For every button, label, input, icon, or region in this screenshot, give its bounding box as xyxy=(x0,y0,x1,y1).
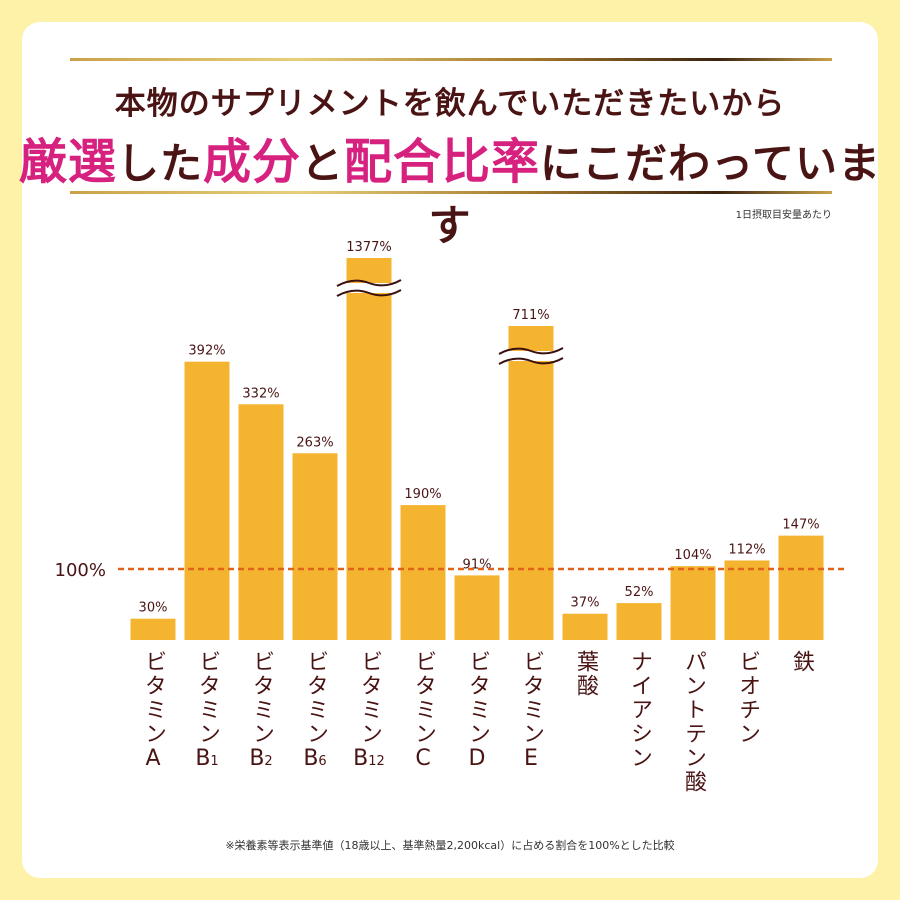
axis-break-line xyxy=(498,357,564,365)
category-name: パントテン酸 xyxy=(681,650,706,794)
category-name: ビオチン xyxy=(735,650,760,746)
value-label: 190% xyxy=(404,487,441,502)
category-label: ビタミン B1 xyxy=(180,650,234,770)
value-label: 392% xyxy=(188,344,225,359)
category-label: ビタミン E xyxy=(504,650,558,770)
bar xyxy=(508,326,554,640)
suffix-letter: E xyxy=(524,746,538,771)
category-label: ビタミン B12 xyxy=(342,650,396,770)
suffix-letter: B xyxy=(249,746,265,771)
category-name: ビタミン xyxy=(411,650,436,746)
headline-text: にこだわっています xyxy=(428,139,882,250)
headline-line2: 厳選した成分と配合比率にこだわっています xyxy=(0,122,900,253)
bar xyxy=(616,603,662,640)
value-label: 263% xyxy=(296,435,333,450)
bar xyxy=(238,404,284,640)
suffix-letter: B xyxy=(303,746,319,771)
category-label: ビオチン xyxy=(720,650,774,746)
headline-text: と xyxy=(300,139,344,188)
per-serving-note: 1日摂取目安量あたり xyxy=(735,210,832,221)
suffix-subscript: 1 xyxy=(210,754,219,769)
category-suffix: E xyxy=(524,748,538,770)
footnote: ※栄養素等表示基準値（18歳以上、基準熱量2,200kcal）に占める割合を10… xyxy=(225,839,675,852)
bar xyxy=(670,566,716,640)
bar xyxy=(778,535,824,640)
value-label: 147% xyxy=(782,518,819,533)
suffix-letter: B xyxy=(195,746,211,771)
bar xyxy=(130,618,176,640)
headline-highlight: 成分 xyxy=(202,134,301,190)
bar xyxy=(724,560,770,640)
category-suffix: A xyxy=(145,748,160,770)
category-name: ビタミン xyxy=(195,650,220,746)
reference-line-label: 100% xyxy=(55,560,106,581)
suffix-letter: A xyxy=(145,746,161,771)
category-name: 鉄 xyxy=(789,650,814,674)
headline-text: した xyxy=(116,139,203,188)
headline-highlight: 配合比率 xyxy=(343,134,540,190)
headline-highlight: 厳選 xyxy=(18,134,117,190)
bar xyxy=(400,505,446,640)
category-suffix: B12 xyxy=(353,748,385,770)
suffix-subscript: 2 xyxy=(264,754,273,769)
category-label: ビタミン C xyxy=(396,650,450,770)
value-label: 30% xyxy=(139,601,168,616)
category-label: 鉄 xyxy=(774,650,828,674)
category-name: ビタミン xyxy=(249,650,274,746)
category-label: ビタミン D xyxy=(450,650,504,770)
suffix-letter: B xyxy=(353,746,369,771)
category-label: ビタミン B2 xyxy=(234,650,288,770)
value-label: 1377% xyxy=(346,240,391,255)
category-suffix: D xyxy=(469,748,486,770)
axis-break-line xyxy=(498,347,564,355)
category-suffix: B2 xyxy=(249,748,272,770)
category-label: 葉酸 xyxy=(558,650,612,698)
axis-break xyxy=(506,351,556,361)
value-label: 711% xyxy=(512,308,549,323)
category-label: パントテン酸 xyxy=(666,650,720,794)
category-name: ビタミン xyxy=(519,650,544,746)
category-name: ビタミン xyxy=(141,650,166,746)
bar xyxy=(292,453,338,640)
value-label: 91% xyxy=(463,557,492,572)
bar xyxy=(184,361,230,640)
value-label: 112% xyxy=(728,542,765,557)
category-name: ビタミン xyxy=(465,650,490,746)
value-label: 104% xyxy=(674,548,711,563)
category-suffix: B6 xyxy=(303,748,326,770)
category-label: ナイアシン xyxy=(612,650,666,770)
category-name: ビタミン xyxy=(303,650,328,746)
value-label: 332% xyxy=(242,386,279,401)
suffix-subscript: 6 xyxy=(318,754,327,769)
category-suffix: B1 xyxy=(195,748,218,770)
category-name: 葉酸 xyxy=(573,650,598,698)
bar xyxy=(346,258,392,640)
value-label: 37% xyxy=(571,596,600,611)
top-rule xyxy=(70,58,832,61)
bar xyxy=(454,575,500,640)
category-name: ビタミン xyxy=(357,650,382,746)
suffix-letter: C xyxy=(415,746,431,771)
suffix-letter: D xyxy=(468,746,486,771)
value-label: 52% xyxy=(625,585,654,600)
category-label: ビタミン A xyxy=(126,650,180,770)
category-suffix: C xyxy=(415,748,430,770)
axis-break-line xyxy=(336,289,402,297)
suffix-subscript: 12 xyxy=(368,754,385,769)
category-name: ナイアシン xyxy=(627,650,652,770)
headline-line1: 本物のサプリメントを飲んでいただきたいから xyxy=(114,86,786,122)
card xyxy=(22,22,878,878)
axis-break-line xyxy=(336,279,402,287)
category-label: ビタミン B6 xyxy=(288,650,342,770)
axis-break xyxy=(344,283,394,293)
bar xyxy=(562,613,608,640)
bottom-rule xyxy=(70,191,832,194)
